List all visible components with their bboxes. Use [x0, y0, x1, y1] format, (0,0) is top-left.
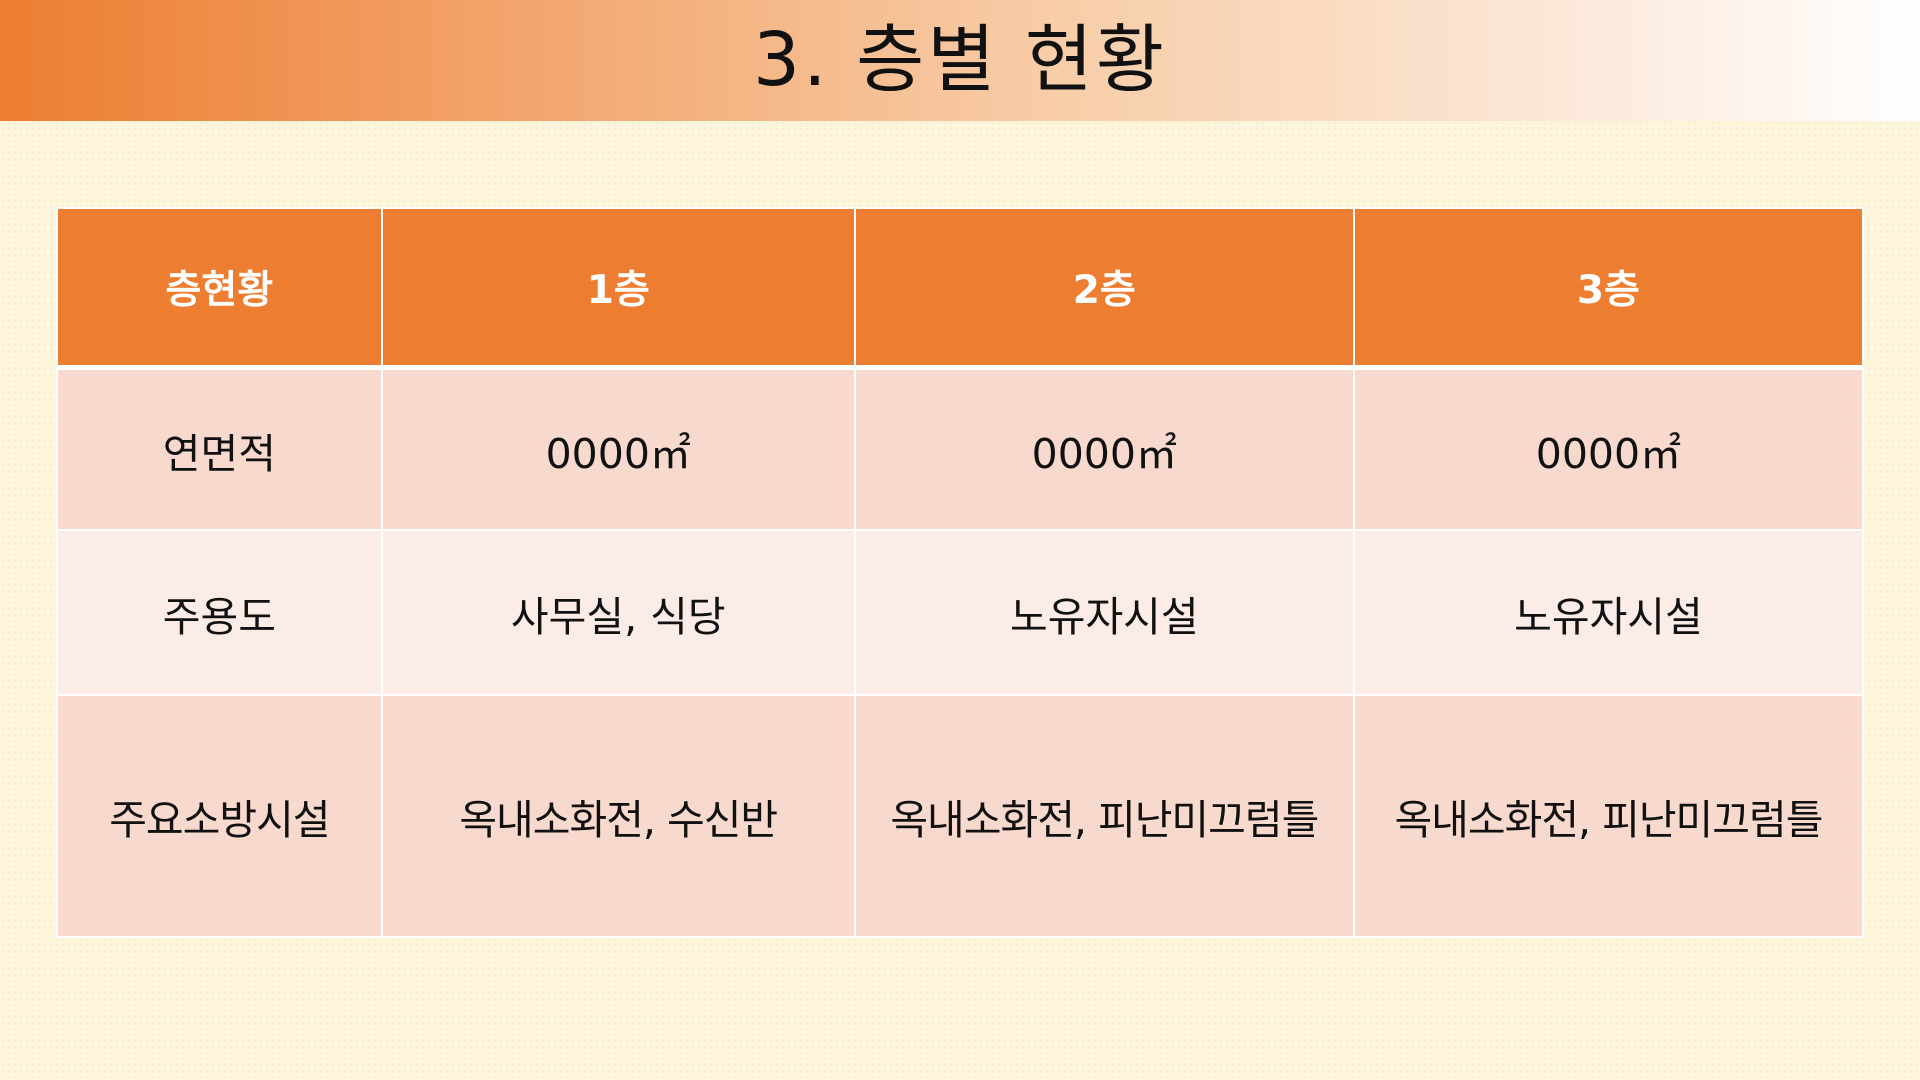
table-row: 연면적 0000㎡ 0000㎡ 0000㎡: [56, 366, 1865, 531]
area-floor-2: 0000㎡: [853, 366, 1355, 531]
row-label-fire-facilities: 주요소방시설: [56, 694, 383, 938]
area-floor-1: 0000㎡: [380, 366, 856, 531]
use-floor-3: 노유자시설: [1352, 529, 1865, 696]
header-floor-1: 1층: [380, 207, 856, 370]
header-floor-status: 층현황: [56, 207, 383, 370]
header-floor-2: 2층: [853, 207, 1355, 370]
area-floor-3: 0000㎡: [1352, 366, 1865, 531]
header-floor-3: 3층: [1352, 207, 1865, 370]
table-header-row: 층현황 1층 2층 3층: [56, 207, 1865, 370]
use-floor-2: 노유자시설: [853, 529, 1355, 696]
title-banner: [0, 0, 1920, 121]
table-row: 주용도 사무실, 식당 노유자시설 노유자시설: [56, 529, 1865, 696]
fire-floor-2: 옥내소화전, 피난미끄럼틀: [853, 694, 1355, 938]
fire-floor-3: 옥내소화전, 피난미끄럼틀: [1352, 694, 1865, 938]
fire-floor-1: 옥내소화전, 수신반: [380, 694, 856, 938]
floor-status-table: 층현황 1층 2층 3층 연면적 0000㎡ 0000㎡ 0000㎡ 주용도 사…: [56, 207, 1865, 938]
page-title: 3. 층별 현황: [753, 17, 1167, 103]
table-row: 주요소방시설 옥내소화전, 수신반 옥내소화전, 피난미끄럼틀 옥내소화전, 피…: [56, 694, 1865, 938]
use-floor-1: 사무실, 식당: [380, 529, 856, 696]
row-label-main-use: 주용도: [56, 529, 383, 696]
row-label-area: 연면적: [56, 366, 383, 531]
